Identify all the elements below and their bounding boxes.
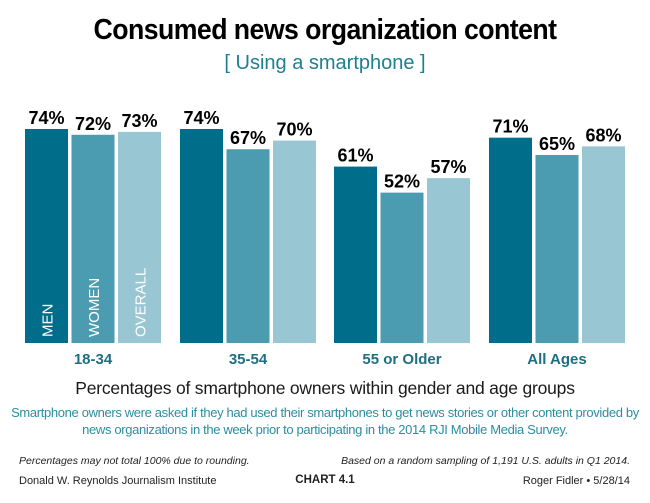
chart-description: Smartphone owners were asked if they had… bbox=[11, 405, 639, 437]
bar-group: 74% 67% 70% 35-54 bbox=[180, 108, 316, 368]
value-label: 74% bbox=[183, 108, 219, 128]
bar-women bbox=[380, 192, 424, 343]
legend-label-men: MEN bbox=[40, 304, 57, 337]
value-label: 70% bbox=[276, 120, 312, 140]
bar-group: 61% 52% 57% 55 or Older bbox=[334, 146, 470, 368]
bar-group: 74% MEN 72% WOMEN 73% OVERALL 18-34 bbox=[25, 108, 161, 368]
bar-overall bbox=[582, 146, 625, 343]
author-date: Roger Fidler • 5/28/14 bbox=[522, 475, 630, 487]
bar-overall bbox=[118, 131, 161, 343]
value-label: 71% bbox=[492, 117, 528, 137]
bar-overall bbox=[273, 140, 316, 343]
bar-women bbox=[535, 155, 579, 343]
bar-group: 71% 65% 68% All Ages bbox=[489, 117, 625, 368]
bar-men bbox=[489, 137, 532, 343]
value-label: 57% bbox=[430, 157, 466, 177]
bar-men bbox=[334, 166, 377, 343]
sampling-note: Based on a random sampling of 1,191 U.S.… bbox=[341, 455, 630, 467]
value-label: 65% bbox=[539, 134, 575, 154]
value-label: 74% bbox=[28, 108, 64, 128]
rounding-note: Percentages may not total 100% due to ro… bbox=[19, 455, 250, 467]
value-label: 68% bbox=[585, 125, 621, 145]
legend-label-women: WOMEN bbox=[86, 278, 103, 337]
bar-women bbox=[226, 149, 270, 343]
category-label: All Ages bbox=[527, 351, 586, 368]
bar-chart: 74% MEN 72% WOMEN 73% OVERALL 18-34 74% 67% 70% 35… bbox=[25, 108, 625, 368]
source-credit: Donald W. Reynolds Journalism Institute bbox=[19, 475, 217, 487]
chart-title: Consumed news organization content bbox=[93, 14, 558, 46]
value-label: 52% bbox=[384, 172, 420, 192]
value-label: 61% bbox=[337, 146, 373, 166]
category-label: 35-54 bbox=[229, 351, 268, 368]
chart-subtitle: [ Using a smartphone ] bbox=[224, 52, 426, 74]
bar-men bbox=[180, 129, 223, 343]
bar-men bbox=[25, 129, 68, 343]
bar-women bbox=[71, 134, 115, 343]
chart-number: CHART 4.1 bbox=[295, 474, 355, 486]
value-label: 72% bbox=[75, 114, 111, 134]
category-label: 18-34 bbox=[74, 351, 113, 368]
bar-overall bbox=[427, 178, 470, 343]
legend-label-overall: OVERALL bbox=[133, 268, 150, 337]
value-label: 67% bbox=[230, 128, 266, 148]
value-label: 73% bbox=[121, 111, 157, 131]
category-label: 55 or Older bbox=[362, 351, 441, 368]
chart-caption: Percentages of smartphone owners within … bbox=[75, 378, 575, 398]
